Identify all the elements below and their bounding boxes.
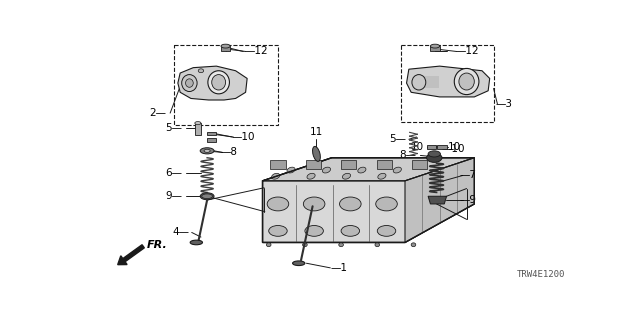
FancyArrow shape	[118, 245, 145, 265]
Ellipse shape	[375, 243, 380, 247]
Ellipse shape	[411, 243, 416, 247]
Ellipse shape	[341, 226, 360, 236]
Bar	[416, 76, 439, 88]
Ellipse shape	[292, 261, 305, 266]
Polygon shape	[405, 158, 474, 243]
Ellipse shape	[339, 243, 344, 247]
Ellipse shape	[454, 68, 479, 95]
Text: —10: —10	[441, 143, 465, 154]
Bar	[221, 46, 230, 52]
Ellipse shape	[208, 71, 230, 94]
Text: —8: —8	[220, 147, 237, 157]
Text: FR.: FR.	[147, 240, 168, 250]
Ellipse shape	[195, 122, 201, 124]
Text: —7: —7	[460, 171, 477, 180]
Ellipse shape	[287, 167, 295, 173]
Ellipse shape	[200, 148, 214, 154]
Ellipse shape	[323, 167, 330, 173]
Ellipse shape	[428, 151, 440, 157]
Ellipse shape	[186, 79, 193, 87]
Polygon shape	[262, 158, 474, 181]
Ellipse shape	[412, 75, 426, 90]
Text: —10: —10	[232, 132, 255, 142]
Text: 6—: 6—	[166, 168, 182, 178]
Ellipse shape	[459, 73, 474, 90]
Ellipse shape	[342, 173, 351, 179]
Ellipse shape	[378, 226, 396, 236]
Polygon shape	[428, 196, 447, 204]
Text: 10: 10	[448, 142, 461, 152]
Polygon shape	[406, 66, 490, 97]
Ellipse shape	[312, 147, 321, 161]
Ellipse shape	[266, 243, 271, 247]
Ellipse shape	[376, 197, 397, 211]
Bar	[401, 44, 493, 122]
Text: 5—: 5—	[166, 124, 182, 133]
Ellipse shape	[221, 44, 230, 48]
Bar	[437, 145, 447, 148]
Polygon shape	[178, 66, 247, 100]
Text: 5—: 5—	[388, 134, 406, 144]
Ellipse shape	[204, 149, 210, 152]
Text: 9—: 9—	[166, 191, 182, 201]
Text: —3: —3	[495, 99, 512, 109]
Ellipse shape	[303, 243, 307, 247]
Bar	[431, 46, 440, 52]
Bar	[427, 145, 436, 148]
Bar	[174, 44, 278, 125]
Ellipse shape	[182, 75, 197, 92]
Polygon shape	[262, 212, 405, 243]
Ellipse shape	[358, 167, 366, 173]
Ellipse shape	[378, 173, 386, 179]
Bar	[341, 160, 356, 169]
Ellipse shape	[303, 197, 325, 211]
Ellipse shape	[340, 197, 361, 211]
Text: 8—: 8—	[399, 150, 417, 160]
Bar	[195, 123, 201, 135]
Text: TRW4E1200: TRW4E1200	[516, 270, 565, 279]
Text: —12: —12	[456, 46, 479, 57]
Bar	[306, 160, 321, 169]
Text: 10: 10	[410, 142, 424, 152]
Ellipse shape	[305, 226, 323, 236]
Ellipse shape	[190, 240, 202, 245]
Bar	[207, 132, 216, 135]
Polygon shape	[262, 158, 474, 243]
Ellipse shape	[212, 75, 225, 90]
Ellipse shape	[269, 226, 287, 236]
Ellipse shape	[267, 197, 289, 211]
Bar	[376, 160, 392, 169]
Bar	[270, 160, 285, 169]
Text: 11: 11	[310, 127, 323, 137]
Text: 4—: 4—	[172, 228, 189, 237]
Text: 2—: 2—	[149, 108, 166, 118]
Ellipse shape	[271, 173, 280, 179]
Bar	[412, 160, 428, 169]
Ellipse shape	[427, 153, 442, 162]
Ellipse shape	[307, 173, 315, 179]
Text: —9: —9	[460, 195, 477, 205]
Ellipse shape	[393, 167, 401, 173]
Bar	[207, 138, 216, 141]
Ellipse shape	[198, 69, 204, 73]
Ellipse shape	[431, 44, 440, 48]
Text: —1: —1	[330, 263, 348, 273]
Ellipse shape	[202, 194, 212, 198]
Ellipse shape	[200, 193, 214, 200]
Text: —12: —12	[244, 46, 268, 57]
